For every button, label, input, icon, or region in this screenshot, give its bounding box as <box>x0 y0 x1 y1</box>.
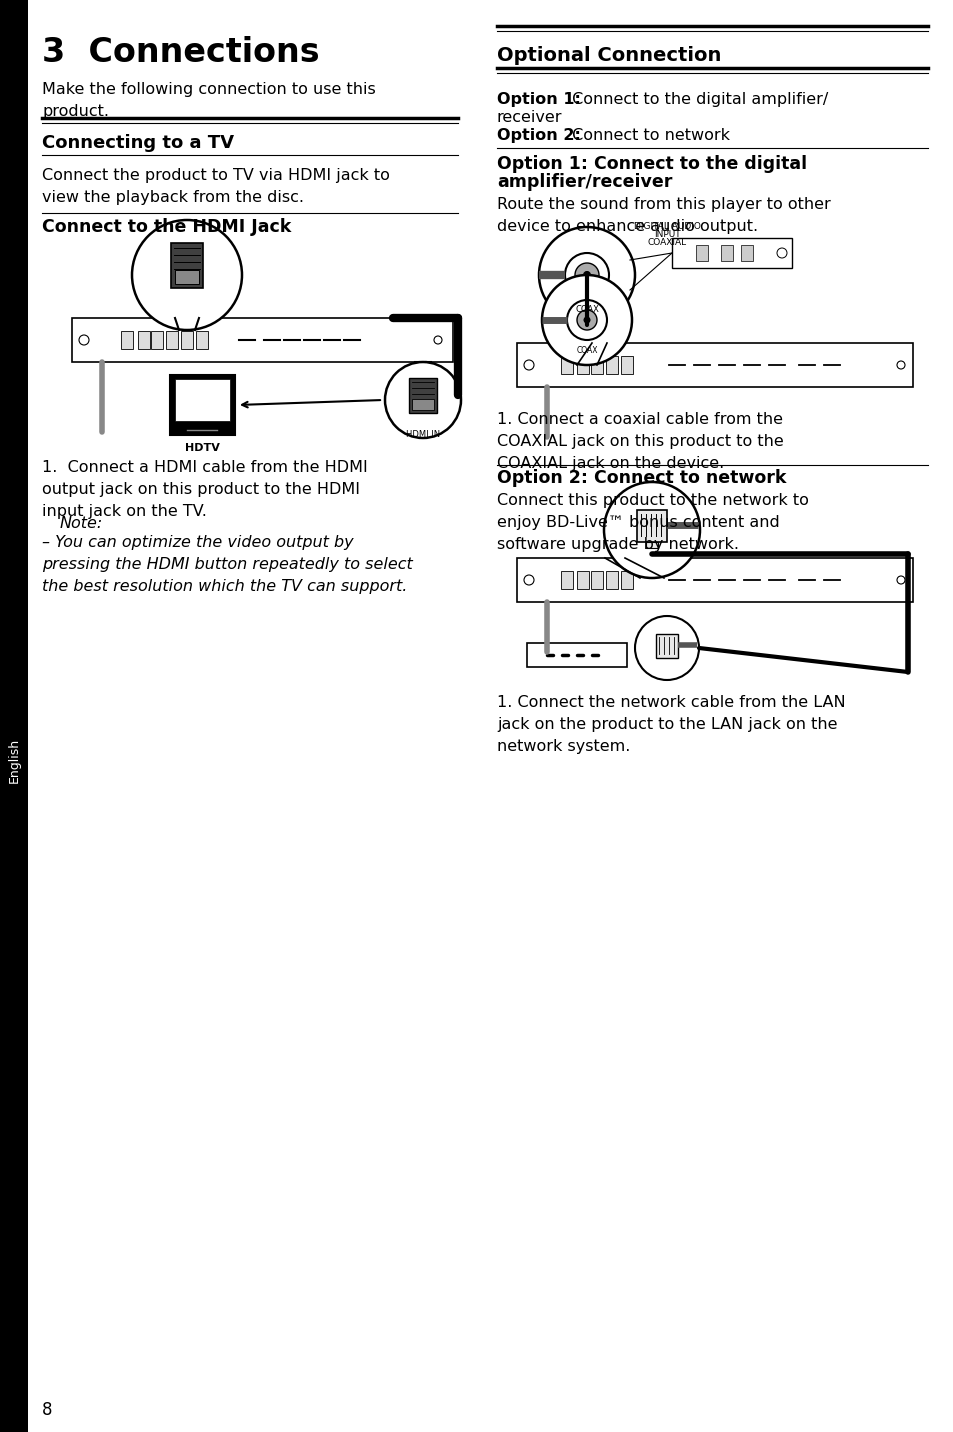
Text: Connect to the HDMI Jack: Connect to the HDMI Jack <box>42 218 291 236</box>
Text: receiver: receiver <box>497 110 562 125</box>
FancyBboxPatch shape <box>517 344 912 387</box>
FancyBboxPatch shape <box>590 571 602 589</box>
Text: COAX: COAX <box>575 305 598 314</box>
FancyBboxPatch shape <box>560 571 573 589</box>
FancyBboxPatch shape <box>181 331 193 349</box>
FancyBboxPatch shape <box>605 571 618 589</box>
FancyBboxPatch shape <box>637 510 666 541</box>
FancyBboxPatch shape <box>577 571 588 589</box>
FancyBboxPatch shape <box>412 400 434 410</box>
FancyBboxPatch shape <box>166 331 178 349</box>
Text: HDMI IN: HDMI IN <box>406 430 439 440</box>
FancyBboxPatch shape <box>409 378 436 412</box>
Text: Option 2:: Option 2: <box>497 127 580 143</box>
Text: Connect to network: Connect to network <box>566 127 729 143</box>
FancyBboxPatch shape <box>720 245 732 261</box>
Text: Route the sound from this player to other
device to enhance audio output.: Route the sound from this player to othe… <box>497 198 830 235</box>
Text: Connect the product to TV via HDMI jack to
view the playback from the disc.: Connect the product to TV via HDMI jack … <box>42 168 390 205</box>
Circle shape <box>538 228 635 324</box>
FancyBboxPatch shape <box>174 271 199 284</box>
FancyBboxPatch shape <box>170 375 234 435</box>
Circle shape <box>132 221 242 329</box>
FancyBboxPatch shape <box>151 331 163 349</box>
Circle shape <box>603 483 700 579</box>
FancyBboxPatch shape <box>696 245 707 261</box>
Text: Connect to the digital amplifier/: Connect to the digital amplifier/ <box>566 92 827 107</box>
Text: – You can optimize the video output by
pressing the HDMI button repeatedly to se: – You can optimize the video output by p… <box>42 536 413 594</box>
Circle shape <box>582 271 590 279</box>
FancyBboxPatch shape <box>590 357 602 374</box>
FancyBboxPatch shape <box>71 318 453 362</box>
FancyBboxPatch shape <box>138 331 150 349</box>
FancyBboxPatch shape <box>174 379 230 421</box>
Text: 1. Connect a coaxial cable from the
COAXIAL jack on this product to the
COAXIAL : 1. Connect a coaxial cable from the COAX… <box>497 412 783 471</box>
Text: Note:: Note: <box>60 516 103 531</box>
Text: HDTV: HDTV <box>184 442 219 453</box>
Text: Optional Connection: Optional Connection <box>497 46 720 64</box>
Text: amplifier/receiver: amplifier/receiver <box>497 173 672 190</box>
Text: Make the following connection to use this
product.: Make the following connection to use thi… <box>42 82 375 119</box>
Text: COAX: COAX <box>576 347 598 355</box>
FancyBboxPatch shape <box>517 558 912 601</box>
Text: DIGITAL AUDIO: DIGITAL AUDIO <box>633 222 700 231</box>
Text: 1.  Connect a HDMI cable from the HDMI
output jack on this product to the HDMI
i: 1. Connect a HDMI cable from the HDMI ou… <box>42 460 367 520</box>
FancyBboxPatch shape <box>560 357 573 374</box>
Text: 1. Connect the network cable from the LAN
jack on the product to the LAN jack on: 1. Connect the network cable from the LA… <box>497 695 844 755</box>
FancyBboxPatch shape <box>171 243 203 288</box>
Circle shape <box>541 275 631 365</box>
Text: INPUT: INPUT <box>653 229 679 239</box>
Circle shape <box>635 616 699 680</box>
FancyBboxPatch shape <box>656 634 678 657</box>
Text: English: English <box>8 737 20 782</box>
Text: 8: 8 <box>42 1400 52 1419</box>
Text: Connect this product to the network to
enjoy BD-Live™ bonus content and
software: Connect this product to the network to e… <box>497 493 808 553</box>
Circle shape <box>575 263 598 286</box>
FancyBboxPatch shape <box>671 238 791 268</box>
FancyBboxPatch shape <box>195 331 208 349</box>
FancyBboxPatch shape <box>620 571 633 589</box>
Text: Connecting to a TV: Connecting to a TV <box>42 135 233 152</box>
Text: Option 2: Connect to network: Option 2: Connect to network <box>497 470 785 487</box>
Text: COAXIAL: COAXIAL <box>647 238 686 246</box>
FancyBboxPatch shape <box>121 331 132 349</box>
FancyBboxPatch shape <box>0 0 28 1432</box>
FancyBboxPatch shape <box>645 541 658 548</box>
FancyBboxPatch shape <box>605 357 618 374</box>
Text: Option 1: Connect to the digital: Option 1: Connect to the digital <box>497 155 806 173</box>
Circle shape <box>577 309 597 329</box>
Text: Option 1:: Option 1: <box>497 92 580 107</box>
Circle shape <box>583 316 590 324</box>
FancyBboxPatch shape <box>740 245 752 261</box>
FancyBboxPatch shape <box>577 357 588 374</box>
FancyBboxPatch shape <box>620 357 633 374</box>
Text: 3  Connections: 3 Connections <box>42 36 319 69</box>
FancyBboxPatch shape <box>526 643 626 667</box>
Circle shape <box>385 362 460 438</box>
